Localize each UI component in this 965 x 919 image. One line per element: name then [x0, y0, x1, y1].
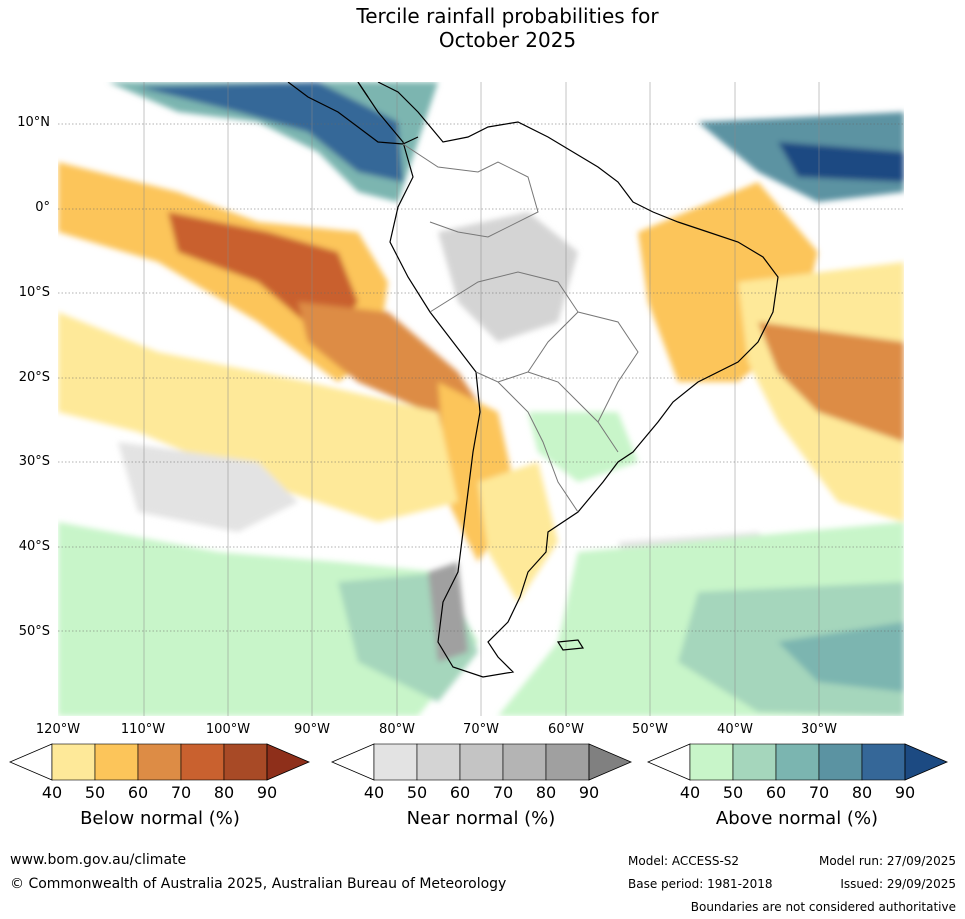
lat-label-40s: 40°S: [18, 539, 50, 554]
legend-below-tick-80: 80: [213, 783, 235, 802]
lat-label-0: 0°: [35, 200, 50, 215]
legend-below-swatch-2: [137, 743, 182, 781]
region-below-pacific-south: [58, 312, 458, 522]
legend-below-swatch-0: [51, 743, 96, 781]
lat-label-20s: 20°S: [18, 370, 50, 385]
legend-above-tick-60: 60: [765, 783, 787, 802]
footer-disclaimer: Boundaries are not considered authoritat…: [690, 900, 956, 914]
legend-near-swatch-2: [459, 743, 504, 781]
legend-title-above: Above normal (%): [715, 808, 879, 829]
lon-label-110w: 110°W: [120, 722, 166, 737]
legend-below-swatch-1: [94, 743, 139, 781]
legend-below-swatch-3: [180, 743, 225, 781]
legend-above-tick-40: 40: [679, 783, 701, 802]
legend-above-tick-50: 50: [722, 783, 744, 802]
lon-label-80w: 80°W: [379, 722, 415, 737]
region-above-atlantic-core: [778, 142, 904, 182]
lon-label-70w: 70°W: [463, 722, 499, 737]
legend-near-max-arrow: [588, 743, 633, 781]
footer-model-run: Model run: 27/09/2025: [818, 854, 956, 868]
legend-near-tick-90: 90: [578, 783, 600, 802]
region-near-tierra: [428, 562, 468, 662]
lon-label-40w: 40°W: [717, 722, 753, 737]
legend-above-swatch-3: [818, 743, 863, 781]
graticule: [58, 123, 904, 632]
region-above-south-atlantic-deep: [778, 622, 904, 692]
legend-title-near: Near normal (%): [406, 808, 556, 829]
legend-below-tick-70: 70: [170, 783, 192, 802]
lon-label-50w: 50°W: [632, 722, 668, 737]
lon-label-100w: 100°W: [205, 722, 251, 737]
falkland-islands: [556, 639, 585, 651]
region-above-uruguay: [528, 412, 638, 482]
lon-label-30w: 30°W: [801, 722, 837, 737]
lon-label-120w: 120°W: [35, 722, 81, 737]
legend-below-tick-90: 90: [256, 783, 278, 802]
lon-label-90w: 90°W: [294, 722, 330, 737]
region-above-caribbean-core: [138, 82, 403, 182]
meridians: [143, 82, 820, 716]
country-borders: [402, 143, 639, 513]
lon-label-60w: 60°W: [548, 722, 584, 737]
legend-near-swatch-3: [502, 743, 547, 781]
title-line-1: Tercile rainfall probabilities for: [356, 4, 659, 28]
footer-base-period: Base period: 1981-2018: [628, 877, 773, 891]
legend-near-tick-60: 60: [449, 783, 471, 802]
legend-above-min-arrow: [646, 743, 691, 781]
probability-field: [58, 82, 904, 716]
footer-issued: Issued: 29/09/2025: [840, 877, 956, 891]
legend-near-tick-50: 50: [406, 783, 428, 802]
colorbar-legends: [8, 743, 949, 781]
lat-label-10s: 10°S: [18, 285, 50, 300]
legend-above-swatch-4: [861, 743, 906, 781]
region-below-argentina: [478, 462, 558, 602]
legend-above-swatch-0: [689, 743, 734, 781]
legend-near-tick-80: 80: [535, 783, 557, 802]
legend-below-tick-50: 50: [84, 783, 106, 802]
lat-label-10n: 10°N: [17, 115, 50, 130]
legend-near-min-arrow: [330, 743, 375, 781]
legend-near-tick-70: 70: [492, 783, 514, 802]
legend-near-swatch-0: [373, 743, 418, 781]
rainfall-probability-map: [58, 82, 904, 716]
legend-below-swatch-4: [223, 743, 268, 781]
legend-near-swatch-1: [416, 743, 461, 781]
title-line-2: October 2025: [438, 28, 577, 52]
legend-above-swatch-2: [775, 743, 820, 781]
legend-above-swatch-1: [732, 743, 777, 781]
footer-model: Model: ACCESS-S2: [628, 854, 740, 868]
lat-label-50s: 50°S: [18, 624, 50, 639]
legend-title-below: Below normal (%): [80, 808, 240, 829]
legend-below-tick-40: 40: [41, 783, 63, 802]
region-near-central: [438, 212, 578, 342]
legend-below-min-arrow: [8, 743, 53, 781]
region-below-east-atlantic-core: [758, 322, 904, 442]
legend-above-max-arrow: [904, 743, 949, 781]
legend-above-tick-70: 70: [808, 783, 830, 802]
legend-above-tick-80: 80: [851, 783, 873, 802]
footer-copyright: © Commonwealth of Australia 2025, Austra…: [10, 876, 507, 892]
legend-above-tick-90: 90: [894, 783, 916, 802]
region-near-pacific: [118, 442, 298, 532]
legend-near-tick-40: 40: [363, 783, 385, 802]
lat-label-30s: 30°S: [18, 454, 50, 469]
footer-website: www.bom.gov.au/climate: [10, 852, 187, 868]
legend-below-max-arrow: [266, 743, 311, 781]
chart-title: Tercile rainfall probabilities for Octob…: [0, 4, 965, 52]
legend-below-tick-60: 60: [127, 783, 149, 802]
legend-near-swatch-4: [545, 743, 590, 781]
